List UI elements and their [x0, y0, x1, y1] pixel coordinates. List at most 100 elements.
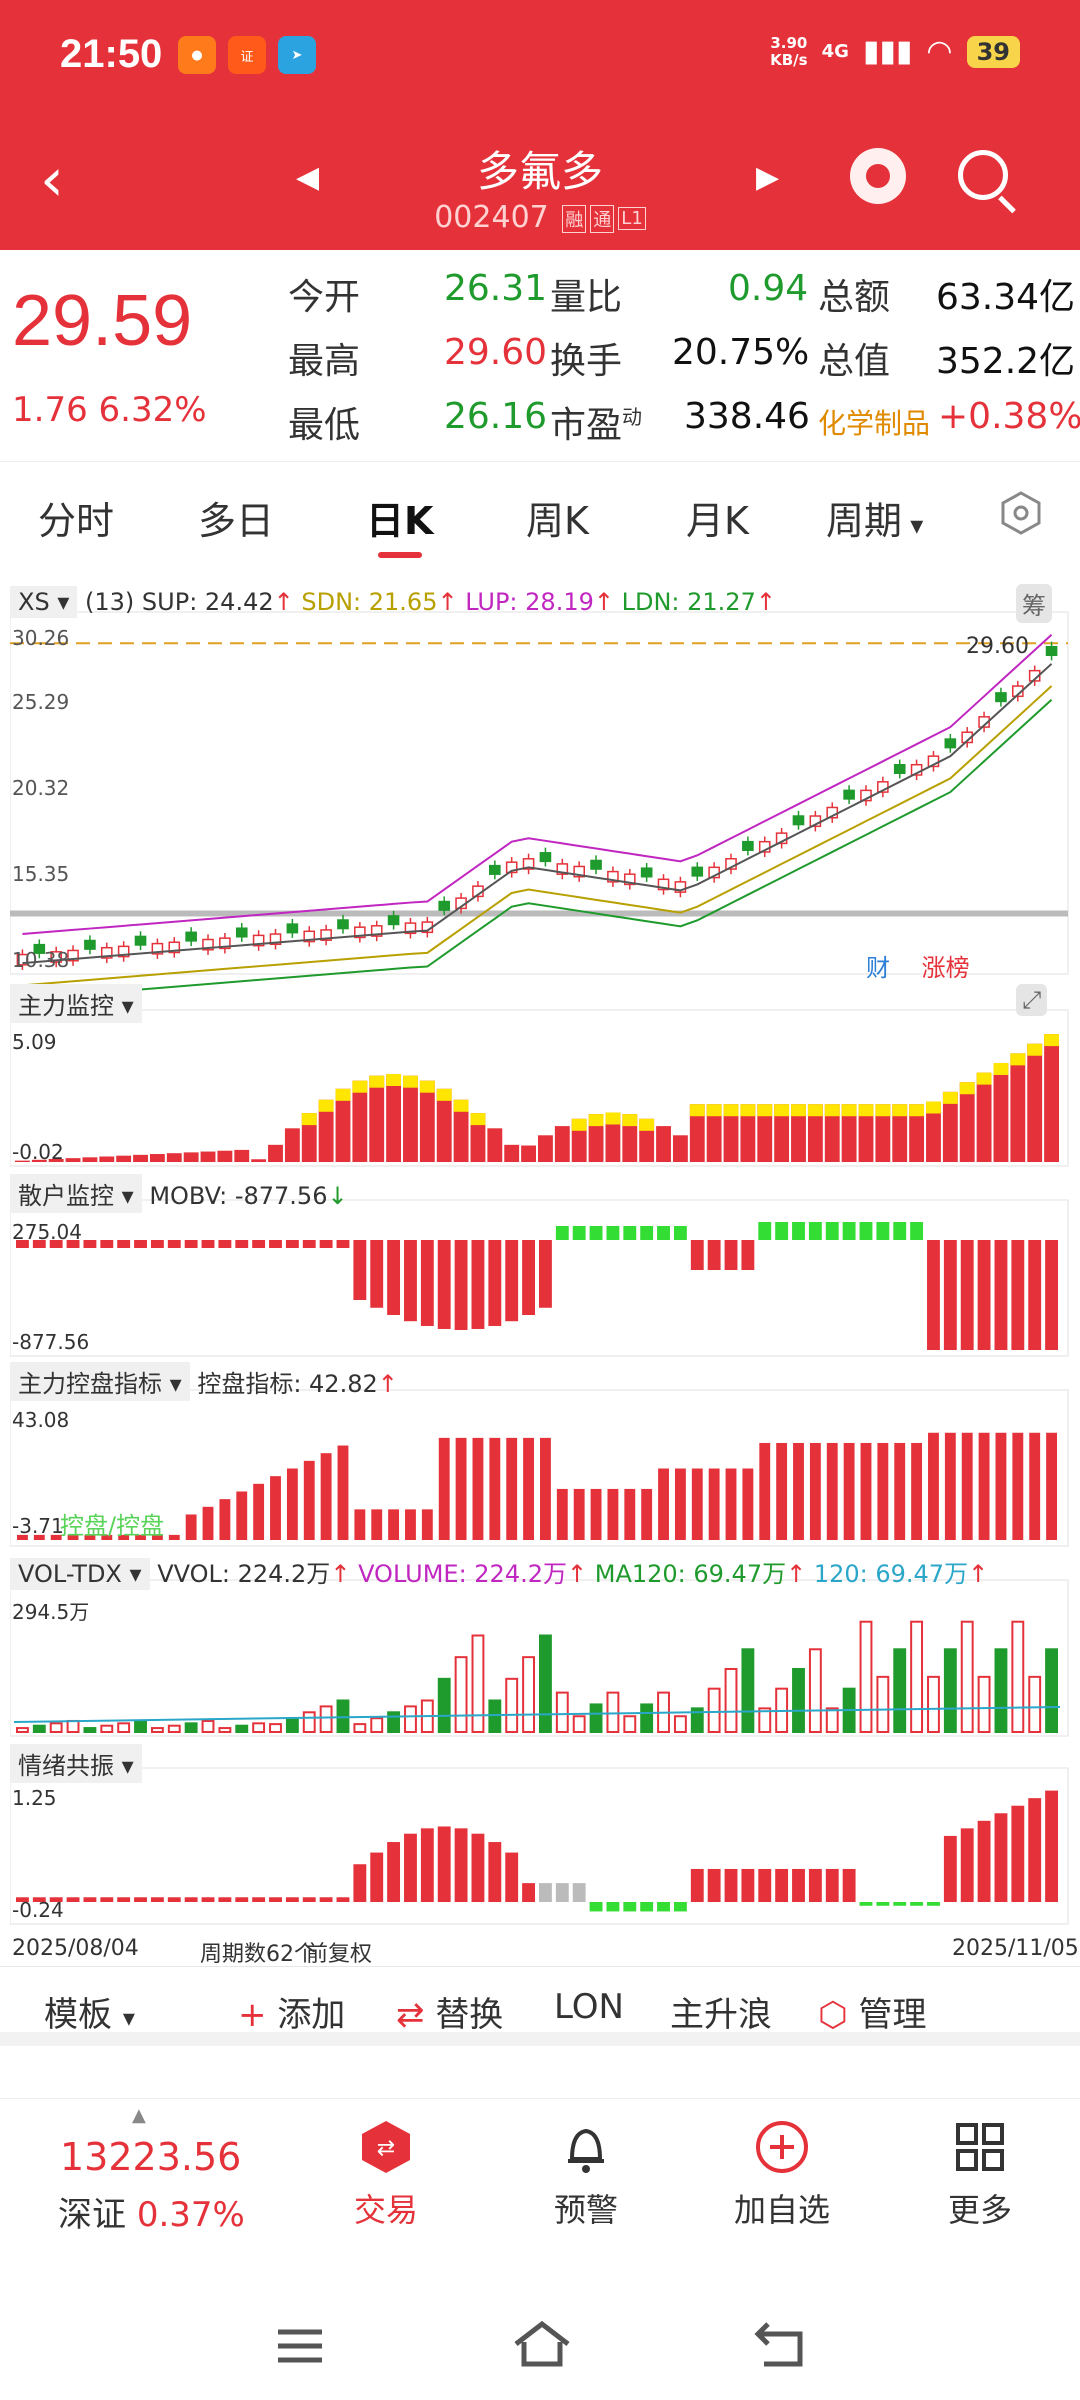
- sanhu-bar: [1028, 1240, 1042, 1350]
- kongpan-bar: [826, 1442, 838, 1540]
- kongpan-overlay-text: 控盘/控盘: [60, 1512, 165, 1540]
- qingxu-bar: [825, 1868, 839, 1902]
- zhuli-selector[interactable]: 主力监控 ▾: [10, 984, 142, 1023]
- next-stock-icon[interactable]: ▶: [756, 160, 780, 195]
- nav-add-watchlist[interactable]: 加自选: [722, 2119, 842, 2231]
- zhuli-bar: [453, 1099, 469, 1162]
- index-name-change[interactable]: 深证 0.37%: [58, 2195, 245, 2235]
- qingxu-bar: [420, 1828, 434, 1902]
- indicator-charts-svg: [10, 611, 1069, 1925]
- label-sector[interactable]: 化学制品: [818, 407, 931, 440]
- candle-body: [16, 953, 29, 966]
- kline-charts[interactable]: XS ▾ (13) SUP: 24.42↑ SDN: 21.65↑ LUP: 2…: [10, 572, 1079, 1972]
- add-button[interactable]: + 添加: [238, 1995, 346, 2035]
- volume-bar: [201, 1719, 215, 1734]
- kongpan-bar: [489, 1437, 501, 1540]
- kongpan-bar: [540, 1437, 551, 1540]
- qingxu-selector[interactable]: 情绪共振 ▾: [10, 1744, 142, 1783]
- expand-icon[interactable]: ⤢: [1016, 984, 1048, 1016]
- nav-alert[interactable]: 预警: [526, 2119, 646, 2231]
- candle-body: [370, 925, 383, 937]
- chip-distribution-button[interactable]: 筹: [1016, 584, 1052, 623]
- home-icon[interactable]: [512, 2320, 572, 2370]
- tag-rise[interactable]: 涨: [921, 954, 946, 982]
- volume-bar: [235, 1724, 249, 1733]
- kongpan-bar: [337, 1445, 349, 1540]
- stock-code: 002407: [434, 200, 549, 235]
- zhuli-bar-top: [470, 1113, 486, 1126]
- manage-icon: ⬡: [818, 1995, 848, 2035]
- period-count: 周期数62个: [200, 1942, 316, 1967]
- current-price: 29.59: [12, 281, 193, 361]
- volume-bar: [724, 1667, 738, 1733]
- qingxu-bar: [353, 1864, 367, 1902]
- zhuli-bar: [200, 1151, 216, 1162]
- y-tick-1: 30.26: [12, 626, 70, 650]
- kongpan-bar: [607, 1488, 619, 1540]
- settings-hex-icon[interactable]: [998, 490, 1044, 536]
- kongpan-bar: [658, 1468, 669, 1540]
- vol-selector[interactable]: VOL-TDX ▾: [10, 1558, 150, 1590]
- qingxu-bar: [201, 1897, 215, 1902]
- kongpan-bar: [101, 1534, 113, 1540]
- sanhu-selector[interactable]: 散户监控 ▾: [10, 1174, 142, 1213]
- back-icon[interactable]: ‹: [40, 145, 64, 215]
- sanhu-bar: [167, 1240, 181, 1248]
- kongpan-bar: [472, 1437, 484, 1540]
- zhuli-bar: [217, 1150, 233, 1162]
- tab-multi-day[interactable]: 多日: [198, 499, 275, 543]
- tab-monthly-k[interactable]: 月K: [686, 499, 749, 543]
- sup-value: SUP: 24.42: [141, 588, 274, 616]
- adjust-mode[interactable]: 前复权: [306, 1942, 373, 1967]
- nav-trade[interactable]: ⇄ 交易: [326, 2119, 446, 2231]
- tab-weekly-k[interactable]: 周K: [526, 499, 589, 543]
- template-button[interactable]: 模板 ▾: [44, 1995, 135, 2035]
- main-wave-button[interactable]: 主升浪: [670, 1995, 772, 2035]
- candle-body: [337, 919, 349, 930]
- candle-body: [303, 930, 316, 943]
- candle-body: [623, 873, 636, 886]
- kongpan-bar: [995, 1432, 1007, 1540]
- kongpan-selector[interactable]: 主力控盘指标 ▾: [10, 1362, 190, 1401]
- lon-button[interactable]: LON: [554, 1987, 624, 2027]
- tab-intraday[interactable]: 分时: [38, 499, 115, 543]
- tab-daily-k[interactable]: 日K: [366, 499, 434, 543]
- candle-body: [354, 926, 366, 939]
- tag-rank[interactable]: 榜: [945, 954, 970, 982]
- volume-bar: [471, 1634, 485, 1733]
- lup-line: [22, 633, 1053, 936]
- qingxu-bar: [775, 1868, 789, 1902]
- volume-bar: [184, 1722, 198, 1734]
- main-indicator-selector[interactable]: XS ▾: [10, 586, 78, 618]
- nav-more[interactable]: 更多: [920, 2119, 1040, 2231]
- expand-up-icon[interactable]: ▲: [132, 2105, 146, 2126]
- qingxu-bar: [319, 1897, 333, 1902]
- candle-body: [539, 852, 552, 863]
- zhuli-bar: [538, 1135, 553, 1162]
- kongpan-bar: [185, 1514, 197, 1540]
- zhuli-bar-top: [639, 1118, 655, 1131]
- index-value[interactable]: 13223.56: [60, 2135, 242, 2179]
- y-tick-3: 20.32: [12, 776, 70, 800]
- mobv-value: MOBV: -877.56: [149, 1182, 328, 1210]
- active-tab-indicator: [378, 552, 422, 558]
- kongpan-bar: [286, 1468, 298, 1540]
- kongpan-bar: [17, 1534, 28, 1540]
- tag-finance[interactable]: 财: [866, 954, 890, 982]
- qingxu-bar: [134, 1897, 147, 1902]
- zhuli-bar: [284, 1128, 300, 1162]
- net-speed: 3.90 KB/s: [770, 33, 808, 69]
- manage-button[interactable]: ⬡ 管理: [818, 1995, 927, 2035]
- assistant-icon[interactable]: [850, 148, 906, 204]
- menu-icon[interactable]: [276, 2326, 326, 2366]
- replace-button[interactable]: ⇄ 替换: [396, 1995, 504, 2035]
- volume-bar: [623, 1715, 637, 1734]
- zhuli-bar: [959, 1082, 975, 1162]
- tab-period[interactable]: 周期 ▾: [826, 499, 924, 543]
- zhuli-bar-top: [757, 1104, 773, 1117]
- kongpan-bar: [354, 1509, 366, 1540]
- search-icon[interactable]: [958, 150, 1008, 200]
- back-nav-icon[interactable]: [754, 2320, 810, 2370]
- prev-stock-icon[interactable]: ◀: [296, 160, 320, 195]
- high-price-label: 29.60: [966, 634, 1029, 659]
